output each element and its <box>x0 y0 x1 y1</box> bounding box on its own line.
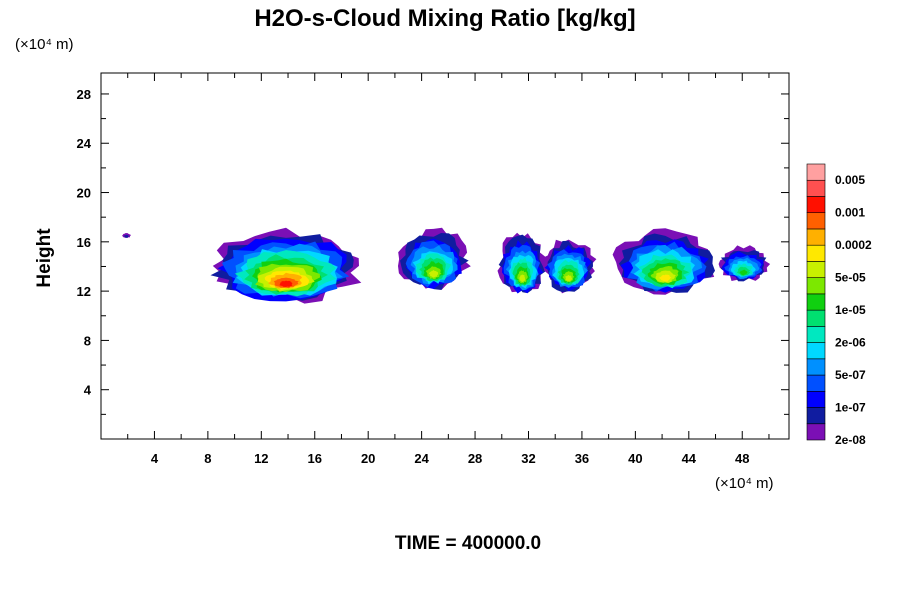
y-tick-label: 28 <box>77 87 91 102</box>
plot-area <box>122 227 771 304</box>
colorbar-label: 0.005 <box>835 173 865 187</box>
cloud-region-small-cloud-left <box>122 233 131 238</box>
colorbar-label: 1e-05 <box>835 303 866 317</box>
colorbar-swatch <box>806 390 826 408</box>
x-tick-label: 4 <box>151 451 159 466</box>
cloud-region-main-cloud <box>210 227 362 304</box>
x-tick-label: 12 <box>254 451 268 466</box>
colorbar-swatch <box>806 342 826 360</box>
x-tick-label: 44 <box>682 451 697 466</box>
colorbar-swatch <box>806 228 826 246</box>
cloud-contour-level-14 <box>279 280 293 287</box>
cloud-contour-level-1 <box>124 234 129 238</box>
colorbar-swatch <box>806 163 826 181</box>
y-tick-label: 4 <box>84 383 92 398</box>
colorbar-label: 0.0002 <box>835 238 872 252</box>
colorbar-label: 2e-06 <box>835 336 866 350</box>
colorbar: 0.005 0.001 0.0002 5e-05 1e-05 2e-06 5e-07 1e-0… <box>806 163 872 447</box>
colorbar-swatch <box>806 326 826 343</box>
cloud-region-cloud-48 <box>718 245 771 282</box>
cloud-region-cloud-30 <box>497 232 548 294</box>
colorbar-label: 1e-07 <box>835 401 866 415</box>
colorbar-swatch <box>806 309 826 327</box>
colorbar-label: 5e-05 <box>835 271 866 285</box>
colorbar-swatch <box>806 407 826 425</box>
x-tick-label: 36 <box>575 451 589 466</box>
y-tick-label: 16 <box>77 235 91 250</box>
colorbar-swatch <box>806 261 826 278</box>
plot-frame <box>100 72 790 440</box>
y-unit-label: (×10⁴ m) <box>15 36 74 53</box>
colorbar-swatch <box>806 293 826 311</box>
colorbar-swatch <box>806 196 826 214</box>
cloud-region-cloud-42 <box>612 228 715 295</box>
colorbar-swatch <box>806 277 826 295</box>
cloud-contour-level-10 <box>519 274 526 283</box>
x-tick-label: 8 <box>204 451 211 466</box>
colorbar-swatch <box>806 423 826 441</box>
cloud-region-cloud-35 <box>540 239 597 294</box>
colorbar-label: 2e-08 <box>835 433 866 447</box>
x-tick-label: 48 <box>735 451 749 466</box>
y-tick-label: 8 <box>84 333 91 348</box>
colorbar-swatch <box>806 358 826 376</box>
cloud-region-cloud-24 <box>398 227 471 290</box>
footer-time: TIME = 400000.0 <box>395 533 541 554</box>
colorbar-label: 0.001 <box>835 206 865 220</box>
cloud-contour-level-11 <box>659 274 672 282</box>
x-tick-label: 20 <box>361 451 375 466</box>
colorbar-swatch <box>806 374 826 392</box>
y-tick-label: 12 <box>77 284 91 299</box>
x-unit-label: (×10⁴ m) <box>715 475 774 492</box>
x-tick-label: 24 <box>414 451 429 466</box>
x-tick-label: 32 <box>521 451 535 466</box>
cloud-contour-level-10 <box>565 274 573 282</box>
colorbar-swatch <box>806 179 826 197</box>
cloud-contour-level-8 <box>739 269 748 276</box>
y-tick-label: 20 <box>77 186 91 201</box>
chart-title: H2O-s-Cloud Mixing Ratio [kg/kg] <box>254 5 635 32</box>
y-axis-label: Height <box>34 228 55 288</box>
x-tick-label: 28 <box>468 451 482 466</box>
x-tick-label: 40 <box>628 451 642 466</box>
cloud-contour-level-10 <box>428 269 438 278</box>
colorbar-swatch <box>806 212 826 230</box>
colorbar-swatch <box>806 244 826 262</box>
y-tick-label: 24 <box>77 136 92 151</box>
colorbar-label: 5e-07 <box>835 368 866 382</box>
x-tick-label: 16 <box>308 451 322 466</box>
